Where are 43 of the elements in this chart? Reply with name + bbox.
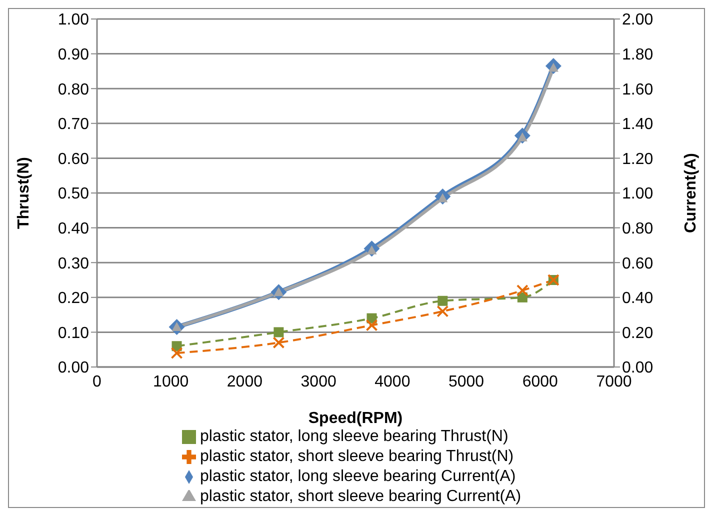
y2-axis-title: Current(A) [682, 153, 700, 233]
y-axis-title: Thrust(N) [16, 157, 33, 229]
x-tick-label: 4000 [374, 373, 410, 390]
legend-label: plastic stator, short sleeve bearing Current(A) [200, 488, 522, 505]
y2-tick-label: 1.60 [622, 81, 654, 98]
x-tick-label: 7000 [596, 373, 632, 390]
y-tick-label: 0.80 [58, 81, 90, 98]
legend-label: plastic stator, long sleeve bearing Thrust(N) [200, 428, 508, 445]
legend-label: plastic stator, short sleeve bearing Thrust(N) [200, 448, 514, 465]
y2-tick-label: 1.80 [622, 46, 654, 64]
y-tick-label: 0.60 [58, 150, 90, 168]
point [438, 296, 448, 306]
y2-tick-label: 0.20 [622, 324, 654, 342]
x-tick-label: 0 [92, 373, 102, 390]
y-tick-label: 0.30 [58, 255, 90, 272]
y-tick-label: 0.40 [58, 220, 90, 238]
y-tick-label: 0.00 [58, 360, 90, 377]
x-tick-label: 3000 [300, 373, 336, 390]
legend-label: plastic stator, long sleeve bearing Current(A) [200, 468, 516, 485]
point [272, 336, 285, 349]
point [366, 319, 378, 332]
y2-tick-label: 2.00 [622, 12, 654, 29]
y2-tick-label: 0.80 [622, 220, 654, 238]
y-tick-label: 0.50 [58, 186, 90, 203]
y2-tick-label: 0.40 [622, 290, 654, 308]
x-tick-label: 6000 [522, 373, 558, 390]
y-tick-label: 0.20 [58, 290, 90, 308]
x-tick-label: 5000 [448, 373, 484, 390]
y-tick-label: 0.70 [58, 116, 90, 134]
y-tick-label: 0.10 [58, 324, 90, 342]
y-tick-label: 1.00 [58, 12, 90, 29]
y2-tick-label: 1.00 [622, 186, 654, 203]
x-axis-title: Speed(RPM) [308, 410, 403, 427]
point [436, 305, 449, 318]
point [516, 284, 528, 296]
y2-tick-label: 0.60 [622, 255, 654, 272]
x-tick-label: 1000 [153, 373, 189, 390]
y2-tick-label: 1.20 [622, 150, 654, 168]
x-tick-label: 2000 [226, 373, 263, 390]
y-tick-label: 0.90 [58, 46, 90, 64]
point [274, 327, 284, 338]
point [170, 347, 183, 360]
y2-tick-label: 1.40 [622, 116, 654, 134]
